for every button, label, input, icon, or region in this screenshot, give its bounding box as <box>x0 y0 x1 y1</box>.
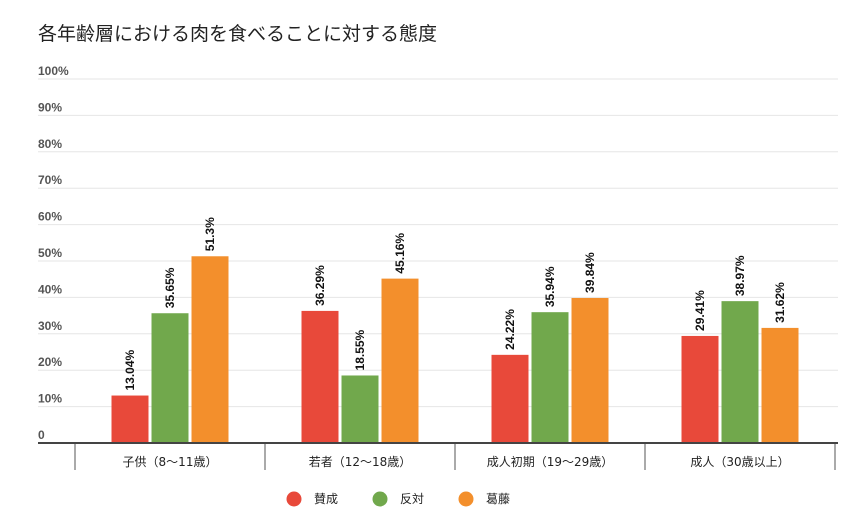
chart-title: 各年齢層における肉を食べることに対する態度 <box>38 23 437 45</box>
data-label: 35.94% <box>543 266 557 307</box>
bar-反対[interactable] <box>151 313 189 443</box>
bar-賛成[interactable] <box>301 310 339 443</box>
data-label: 31.62% <box>773 282 787 323</box>
y-tick-label: 60% <box>38 210 62 224</box>
y-tick-label: 30% <box>38 319 62 333</box>
data-label: 45.16% <box>393 233 407 274</box>
y-tick-label: 100% <box>38 64 69 78</box>
bar-反対[interactable] <box>721 301 759 443</box>
legend-swatch <box>372 491 388 507</box>
y-tick-label: 90% <box>38 100 62 114</box>
legend-swatch <box>458 491 474 507</box>
y-tick-label: 20% <box>38 355 62 369</box>
x-tick-label: 成人初期（19〜29歳） <box>487 455 614 469</box>
data-label: 38.97% <box>733 255 747 296</box>
x-tick-label: 子供（8〜11歳） <box>123 455 218 469</box>
x-tick-label: 成人（30歳以上） <box>690 455 789 469</box>
y-tick-label: 70% <box>38 173 62 187</box>
data-label: 29.41% <box>693 290 707 331</box>
legend-item-葛藤[interactable]: 葛藤 <box>458 491 511 507</box>
bar-葛藤[interactable] <box>381 278 419 443</box>
data-label: 36.29% <box>313 265 327 306</box>
bar-反対[interactable] <box>341 375 379 443</box>
bar-賛成[interactable] <box>681 335 719 443</box>
bar-葛藤[interactable] <box>761 327 799 443</box>
data-label: 18.55% <box>353 329 367 370</box>
y-tick-label: 50% <box>38 246 62 260</box>
bar-賛成[interactable] <box>111 395 149 443</box>
legend-item-反対[interactable]: 反対 <box>372 491 425 507</box>
legend-item-賛成[interactable]: 賛成 <box>286 491 339 507</box>
legend-label: 賛成 <box>314 492 338 506</box>
bar-葛藤[interactable] <box>571 297 609 443</box>
bar-葛藤[interactable] <box>191 256 229 443</box>
y-tick-label: 80% <box>38 137 62 151</box>
data-label: 35.65% <box>163 267 177 308</box>
bar-賛成[interactable] <box>491 354 529 443</box>
y-tick-label: 10% <box>38 392 62 406</box>
data-label: 51.3% <box>203 217 217 251</box>
legend-label: 葛藤 <box>486 492 510 506</box>
x-tick-label: 若者（12〜18歳） <box>309 455 412 469</box>
y-tick-label: 0 <box>38 428 45 442</box>
data-label: 39.84% <box>583 252 597 293</box>
data-label: 13.04% <box>123 350 137 391</box>
data-label: 24.22% <box>503 309 517 350</box>
bar-反対[interactable] <box>531 312 569 443</box>
y-tick-label: 40% <box>38 282 62 296</box>
legend-swatch <box>286 491 302 507</box>
legend-label: 反対 <box>400 492 424 506</box>
